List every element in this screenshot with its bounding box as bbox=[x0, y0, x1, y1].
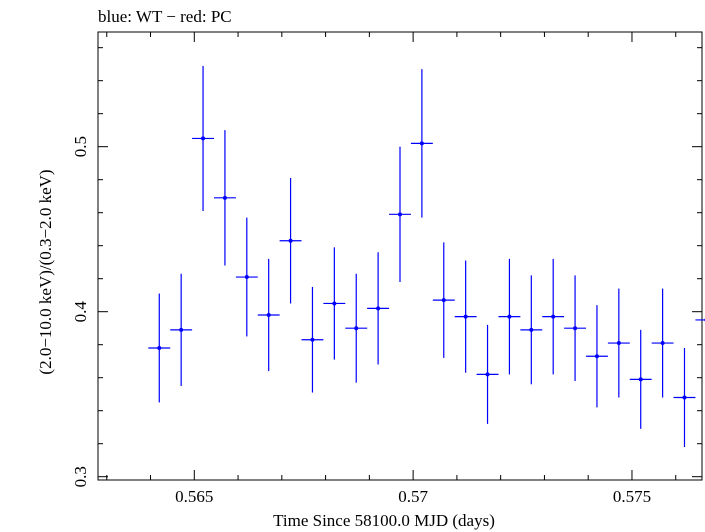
point-marker bbox=[310, 337, 315, 342]
data-point bbox=[213, 130, 236, 266]
x-tick-label: 0.57 bbox=[398, 487, 428, 506]
point-marker bbox=[463, 314, 468, 319]
plot-frame bbox=[97, 31, 703, 481]
point-marker bbox=[201, 136, 206, 141]
point-marker bbox=[638, 377, 643, 382]
data-point bbox=[673, 347, 696, 447]
point-marker bbox=[507, 314, 512, 319]
data-point bbox=[279, 178, 302, 304]
point-marker bbox=[594, 354, 599, 359]
data-point bbox=[520, 275, 543, 385]
point-marker bbox=[376, 306, 381, 311]
data-point bbox=[542, 258, 565, 375]
axis-tick-labels: 0.565 0.57 0.575 0.3 0.4 0.5 bbox=[71, 136, 651, 506]
point-marker bbox=[485, 372, 490, 377]
chart-title: blue: WT − red: PC bbox=[98, 7, 232, 26]
y-axis-label: (2.0−10.0 keV)/(0.3−2.0 keV) bbox=[36, 169, 55, 374]
data-point bbox=[586, 305, 608, 408]
point-marker bbox=[244, 275, 249, 280]
data-point bbox=[301, 286, 324, 393]
point-marker bbox=[529, 327, 534, 332]
data-point bbox=[498, 258, 521, 375]
y-tick-label: 0.4 bbox=[71, 301, 90, 323]
point-marker bbox=[660, 341, 665, 346]
x-tick-label: 0.575 bbox=[613, 487, 651, 506]
data-point bbox=[651, 288, 674, 398]
data-point bbox=[170, 273, 193, 386]
point-marker bbox=[157, 345, 162, 350]
data-point bbox=[192, 65, 214, 212]
point-marker bbox=[266, 312, 271, 317]
point-marker bbox=[398, 212, 402, 217]
data-point bbox=[629, 329, 652, 429]
point-marker bbox=[179, 327, 184, 332]
data-point bbox=[564, 275, 587, 381]
point-marker bbox=[441, 298, 446, 303]
plot-frame-border bbox=[97, 31, 703, 481]
point-marker bbox=[616, 341, 621, 346]
data-points bbox=[148, 65, 705, 447]
data-point bbox=[410, 69, 433, 218]
point-marker bbox=[288, 238, 293, 243]
data-point bbox=[235, 217, 258, 337]
data-point bbox=[323, 247, 346, 360]
axis-ticks bbox=[98, 32, 702, 480]
point-marker bbox=[682, 395, 687, 400]
data-point bbox=[257, 258, 280, 372]
data-point bbox=[345, 273, 368, 383]
y-tick-label: 0.3 bbox=[71, 466, 90, 487]
data-point bbox=[367, 252, 390, 365]
point-marker bbox=[222, 195, 227, 200]
data-point bbox=[607, 288, 630, 398]
data-point bbox=[432, 242, 455, 358]
point-marker bbox=[551, 314, 556, 319]
point-marker bbox=[573, 326, 578, 331]
data-point bbox=[454, 260, 477, 373]
data-point bbox=[148, 293, 171, 403]
x-tick-label: 0.565 bbox=[175, 487, 213, 506]
data-point bbox=[389, 146, 411, 282]
x-axis-label: Time Since 58100.0 MJD (days) bbox=[273, 511, 495, 530]
y-tick-label: 0.5 bbox=[71, 136, 90, 157]
point-marker bbox=[419, 141, 424, 146]
data-point bbox=[476, 324, 499, 424]
data-point bbox=[695, 318, 705, 322]
point-marker bbox=[332, 301, 337, 306]
point-marker bbox=[354, 326, 359, 331]
